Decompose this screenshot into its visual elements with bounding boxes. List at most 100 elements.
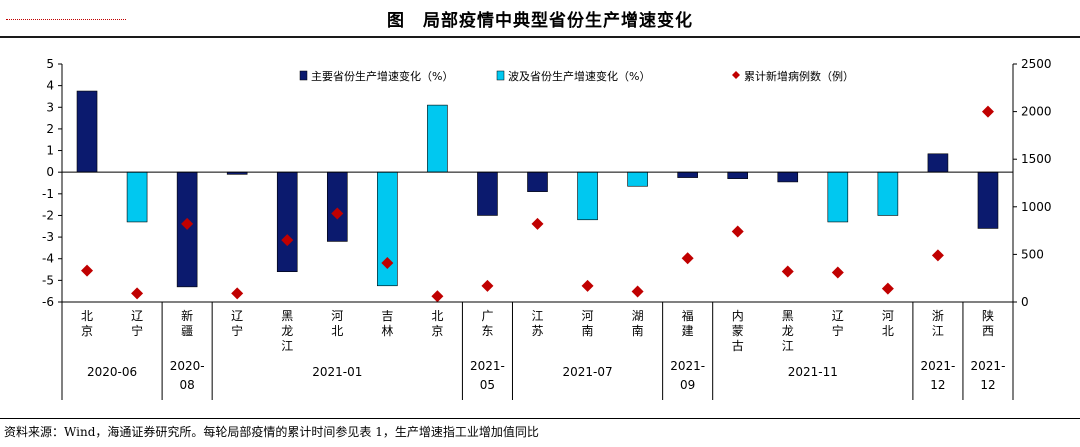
y-right-tick-label: 1000	[1021, 200, 1052, 214]
category-label-char: 南	[582, 323, 594, 338]
y-right-tick-label: 2500	[1021, 57, 1052, 71]
bar	[427, 104, 448, 173]
group-label: 12	[930, 378, 945, 392]
scatter-point	[531, 217, 544, 230]
y-left-tick-label: 1	[46, 144, 54, 158]
source-divider	[0, 418, 1080, 419]
category-label: 陕西	[982, 308, 994, 338]
chart-title: 图 局部疫情中典型省份生产增速变化	[387, 11, 693, 31]
category-label-char: 古	[732, 338, 744, 353]
scatter-point	[631, 285, 644, 298]
category-label-char: 北	[331, 324, 343, 338]
category-label-char: 林	[381, 324, 393, 338]
y-left-tick-label: 0	[46, 165, 54, 179]
category-label-char: 辽	[231, 309, 243, 323]
legend-swatch	[496, 70, 505, 81]
group-label: 09	[680, 378, 695, 392]
scatter-point	[781, 265, 794, 278]
category-label-char: 蒙	[732, 324, 744, 338]
y-right-tick-label: 500	[1021, 247, 1044, 261]
category-label: 江苏	[531, 309, 543, 338]
category-label-char: 辽	[131, 309, 143, 323]
scatter-point	[981, 105, 994, 118]
legend-label: 主要省份生产增速变化（%）	[311, 69, 453, 83]
group-label: 05	[480, 378, 495, 392]
scatter-point	[381, 256, 394, 269]
y-left-tick-label: -2	[42, 208, 54, 222]
category-label-char: 疆	[181, 324, 193, 338]
scatter-point	[331, 207, 344, 220]
bar	[627, 171, 648, 187]
y-left-tick-label: -6	[42, 295, 54, 309]
category-label-char: 京	[81, 324, 93, 338]
category-label-char: 南	[632, 323, 644, 338]
group-label: 2021-01	[312, 365, 362, 379]
y-left-tick-label: 2	[46, 122, 54, 136]
category-label-char: 内	[732, 309, 744, 323]
title-divider	[0, 36, 1080, 38]
category-label-char: 江	[932, 324, 944, 338]
category-label-char: 京	[431, 324, 443, 338]
category-label: 广东	[481, 309, 493, 338]
scatter-point	[431, 290, 444, 303]
category-label-char: 新	[181, 308, 193, 323]
bar	[727, 171, 749, 179]
legend-label: 波及省份生产增速变化（%）	[508, 69, 650, 83]
bar	[927, 153, 949, 173]
category-label-char: 江	[531, 309, 543, 323]
category-label-char: 吉	[381, 309, 393, 323]
category-label: 河北	[882, 309, 894, 338]
category-label: 北京	[81, 309, 93, 338]
group-label: 2021-	[470, 359, 505, 373]
category-label: 辽宁	[832, 309, 844, 338]
bar	[877, 171, 899, 216]
category-label: 浙江	[932, 309, 944, 338]
y-left-tick-label: 4	[46, 79, 54, 93]
category-label: 河南	[582, 309, 594, 338]
bar	[477, 171, 498, 216]
group-label: 2021-	[920, 359, 955, 373]
group-label: 08	[179, 378, 194, 392]
category-label: 吉林	[381, 309, 393, 338]
category-label-char: 宁	[231, 323, 243, 338]
scatter-point	[581, 279, 594, 292]
bar	[827, 171, 849, 223]
category-label-char: 浙	[932, 309, 944, 323]
category-label-char: 宁	[131, 323, 143, 338]
category-label-char: 建	[682, 324, 694, 338]
title-decoration	[6, 19, 126, 20]
bar	[76, 90, 98, 173]
category-label-char: 湖	[632, 308, 644, 323]
category-label: 内蒙古	[732, 309, 744, 353]
group-label: 12	[980, 378, 995, 392]
scatter-point	[831, 266, 844, 279]
category-label-char: 河	[331, 309, 343, 323]
y-right-tick-label: 2000	[1021, 105, 1052, 119]
y-left-tick-label: 3	[46, 100, 54, 114]
category-label: 北京	[431, 309, 443, 338]
y-left-tick-label: -1	[42, 187, 54, 201]
category-label: 新疆	[181, 308, 193, 338]
category-label-char: 河	[882, 309, 894, 323]
scatter-point	[281, 234, 294, 247]
category-label: 辽宁	[131, 309, 143, 338]
legend-label: 累计新增病例数（例）	[744, 69, 854, 83]
scatter-point	[731, 225, 744, 238]
scatter-point	[81, 264, 94, 277]
group-label: 2021-11	[788, 365, 838, 379]
group-label: 2021-	[670, 359, 705, 373]
legend-swatch	[299, 70, 308, 81]
category-label-char: 宁	[832, 323, 844, 338]
scatter-point	[681, 252, 694, 265]
category-label: 黑龙江	[782, 309, 794, 353]
category-label-char: 西	[982, 324, 994, 338]
source-note: 资料来源：Wind，海通证券研究所。每轮局部疫情的累计时间参见表 1，生产增速指…	[4, 425, 539, 439]
category-label: 黑龙江	[281, 309, 293, 353]
category-label: 湖南	[632, 308, 644, 338]
category-label-char: 黑	[281, 309, 293, 323]
category-label-char: 北	[431, 309, 443, 323]
bar	[677, 171, 698, 178]
y-left-tick-label: 5	[46, 57, 54, 71]
group-label: 2021-07	[562, 365, 612, 379]
category-label-char: 河	[582, 309, 594, 323]
